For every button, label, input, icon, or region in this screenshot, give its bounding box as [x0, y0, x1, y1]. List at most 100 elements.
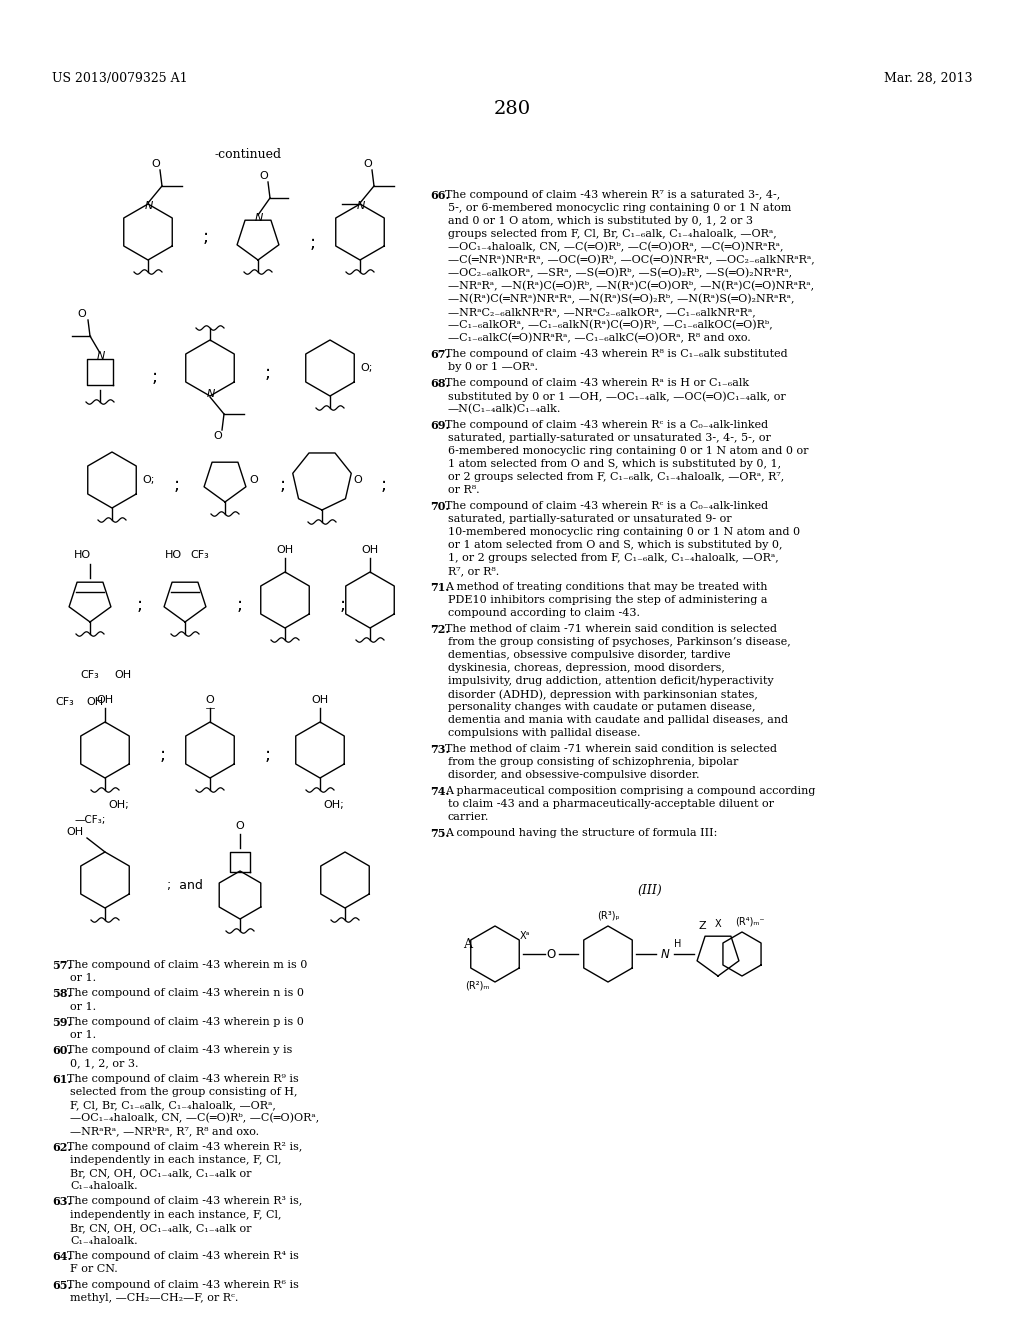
Text: F or CN.: F or CN. — [70, 1265, 118, 1274]
Text: The compound of claim ­43 wherein R⁹ is: The compound of claim ­43 wherein R⁹ is — [67, 1073, 299, 1084]
Text: F, Cl, Br, C₁₋₆alk, C₁₋₄haloalk, —ORᵃ,: F, Cl, Br, C₁₋₆alk, C₁₋₄haloalk, —ORᵃ, — [70, 1100, 275, 1110]
Text: to claim ­43 and a pharmaceutically-acceptable diluent or: to claim ­43 and a pharmaceutically-acce… — [449, 799, 774, 809]
Text: by 0 or 1 —ORᵃ.: by 0 or 1 —ORᵃ. — [449, 362, 538, 372]
Text: A compound having the structure of formula III:: A compound having the structure of formu… — [445, 828, 718, 838]
Text: US 2013/0079325 A1: US 2013/0079325 A1 — [52, 73, 187, 84]
Text: Br, CN, OH, OC₁₋₄alk, C₁₋₄alk or: Br, CN, OH, OC₁₋₄alk, C₁₋₄alk or — [70, 1222, 252, 1233]
Text: disorder, and obsessive-compulsive disorder.: disorder, and obsessive-compulsive disor… — [449, 770, 699, 780]
Text: —N(Rᵃ)C(═NRᵃ)NRᵃRᵃ, —N(Rᵃ)S(═O)₂Rᵇ, —N(Rᵃ)S(═O)₂NRᵃRᵃ,: —N(Rᵃ)C(═NRᵃ)NRᵃRᵃ, —N(Rᵃ)S(═O)₂Rᵇ, —N(R… — [449, 294, 795, 305]
Text: O: O — [236, 821, 245, 832]
Text: The compound of claim ­43 wherein y is: The compound of claim ­43 wherein y is — [67, 1045, 293, 1055]
Text: The compound of claim ­43 wherein R⁴ is: The compound of claim ­43 wherein R⁴ is — [67, 1251, 299, 1261]
Text: A method of treating conditions that may be treated with: A method of treating conditions that may… — [445, 582, 768, 591]
Text: (R⁴)ₘ⁻: (R⁴)ₘ⁻ — [735, 917, 765, 927]
Text: Xᵃ: Xᵃ — [520, 931, 530, 941]
Text: The compound of claim ­43 wherein Rᶜ is a C₀₋₄alk-linked: The compound of claim ­43 wherein Rᶜ is … — [445, 420, 768, 430]
Text: CF₃: CF₃ — [81, 671, 99, 680]
Text: saturated, partially-saturated or unsaturated 9- or: saturated, partially-saturated or unsatu… — [449, 513, 731, 524]
Text: ;: ; — [310, 234, 316, 252]
Text: Br, CN, OH, OC₁₋₄alk, C₁₋₄alk or: Br, CN, OH, OC₁₋₄alk, C₁₋₄alk or — [70, 1168, 252, 1177]
Text: O: O — [214, 432, 222, 441]
Text: substituted by 0 or 1 —OH, —OC₁₋₄alk, —OC(═O)C₁₋₄alk, or: substituted by 0 or 1 —OH, —OC₁₋₄alk, —O… — [449, 391, 785, 401]
Text: ;: ; — [237, 597, 243, 614]
Text: CF₃: CF₃ — [55, 697, 75, 708]
Text: N: N — [255, 213, 263, 223]
Text: 59.: 59. — [52, 1016, 72, 1028]
Text: O: O — [206, 696, 214, 705]
Text: The compound of claim ­43 wherein m is 0: The compound of claim ­43 wherein m is 0 — [67, 960, 307, 970]
Text: 61.: 61. — [52, 1073, 72, 1085]
Text: OH: OH — [96, 696, 114, 705]
Text: The compound of claim ­43 wherein R⁶ is: The compound of claim ­43 wherein R⁶ is — [67, 1279, 299, 1290]
Text: 1 atom selected from O and S, which is substituted by 0, 1,: 1 atom selected from O and S, which is s… — [449, 459, 781, 469]
Text: 60.: 60. — [52, 1045, 72, 1056]
Text: The compound of claim ­43 wherein p is 0: The compound of claim ­43 wherein p is 0 — [67, 1016, 304, 1027]
Text: N: N — [207, 389, 215, 399]
Text: The compound of claim ­43 wherein R⁷ is a saturated 3-, 4-,: The compound of claim ­43 wherein R⁷ is … — [445, 190, 780, 201]
Text: independently in each instance, F, Cl,: independently in each instance, F, Cl, — [70, 1155, 282, 1164]
Text: 65.: 65. — [52, 1279, 72, 1291]
Text: personality changes with caudate or putamen disease,: personality changes with caudate or puta… — [449, 702, 756, 711]
Text: —C(═NRᵃ)NRᵃRᵃ, —OC(═O)Rᵇ, —OC(═O)NRᵃRᵃ, —OC₂₋₆alkNRᵃRᵃ,: —C(═NRᵃ)NRᵃRᵃ, —OC(═O)Rᵇ, —OC(═O)NRᵃRᵃ, … — [449, 255, 815, 265]
Text: The compound of claim ­43 wherein n is 0: The compound of claim ­43 wherein n is 0 — [67, 989, 304, 998]
Text: N: N — [660, 948, 670, 961]
Text: OH: OH — [311, 696, 329, 705]
Text: from the group consisting of psychoses, Parkinson’s disease,: from the group consisting of psychoses, … — [449, 638, 791, 647]
Text: —NRᵃC₂₋₆alkNRᵃRᵃ, —NRᵃC₂₋₆alkORᵃ, —C₁₋₆alkNRᵃRᵃ,: —NRᵃC₂₋₆alkNRᵃRᵃ, —NRᵃC₂₋₆alkORᵃ, —C₁₋₆a… — [449, 308, 756, 317]
Text: O: O — [260, 172, 268, 181]
Text: ;: ; — [160, 746, 166, 764]
Text: The compound of claim ­43 wherein R⁸ is C₁₋₆alk substituted: The compound of claim ­43 wherein R⁸ is … — [445, 348, 787, 359]
Text: A: A — [464, 937, 472, 950]
Text: OH: OH — [276, 545, 294, 554]
Text: ;: ; — [265, 364, 271, 381]
Text: O: O — [152, 158, 161, 169]
Text: The compound of claim ­43 wherein R² is,: The compound of claim ­43 wherein R² is, — [67, 1142, 302, 1151]
Text: 64.: 64. — [52, 1251, 72, 1262]
Text: 72.: 72. — [430, 624, 450, 635]
Text: 0, 1, 2, or 3.: 0, 1, 2, or 3. — [70, 1059, 138, 1068]
Text: The method of claim ­71 wherein said condition is selected: The method of claim ­71 wherein said con… — [445, 624, 777, 634]
Text: 75.: 75. — [430, 828, 450, 840]
Text: ;: ; — [174, 477, 180, 494]
Text: ;  and: ; and — [167, 879, 203, 891]
Text: 69.: 69. — [430, 420, 450, 432]
Text: 1, or 2 groups selected from F, C₁₋₆alk, C₁₋₄haloalk, —ORᵃ,: 1, or 2 groups selected from F, C₁₋₆alk,… — [449, 553, 778, 564]
Text: 10-membered monocyclic ring containing 0 or 1 N atom and 0: 10-membered monocyclic ring containing 0… — [449, 527, 800, 537]
Text: O: O — [78, 309, 86, 319]
Text: —OC₂₋₆alkORᵃ, —SRᵃ, —S(═O)Rᵇ, —S(═O)₂Rᵇ, —S(═O)₂NRᵃRᵃ,: —OC₂₋₆alkORᵃ, —SRᵃ, —S(═O)Rᵇ, —S(═O)₂Rᵇ,… — [449, 268, 793, 279]
Text: OH: OH — [361, 545, 379, 554]
Text: OH;: OH; — [323, 800, 344, 810]
Text: O: O — [547, 948, 556, 961]
Text: or R⁸.: or R⁸. — [449, 484, 479, 495]
Text: 74.: 74. — [430, 785, 450, 797]
Text: ;: ; — [265, 746, 271, 764]
Text: —C₁₋₆alkORᵃ, —C₁₋₆alkN(Rᵃ)C(═O)Rᵇ, —C₁₋₆alkOC(═O)Rᵇ,: —C₁₋₆alkORᵃ, —C₁₋₆alkN(Rᵃ)C(═O)Rᵇ, —C₁₋₆… — [449, 319, 773, 330]
Text: A pharmaceutical composition comprising a compound according: A pharmaceutical composition comprising … — [445, 785, 815, 796]
Text: 71.: 71. — [430, 582, 450, 593]
Text: O;: O; — [360, 363, 373, 374]
Text: from the group consisting of schizophrenia, bipolar: from the group consisting of schizophren… — [449, 756, 738, 767]
Text: dyskinesia, choreas, depression, mood disorders,: dyskinesia, choreas, depression, mood di… — [449, 663, 725, 673]
Text: 70.: 70. — [430, 502, 450, 512]
Text: and 0 or 1 O atom, which is substituted by 0, 1, 2 or 3: and 0 or 1 O atom, which is substituted … — [449, 216, 753, 226]
Text: 63.: 63. — [52, 1196, 72, 1208]
Text: compound according to claim ­43.: compound according to claim ­43. — [449, 609, 640, 618]
Text: 280: 280 — [494, 100, 530, 117]
Text: HO: HO — [74, 550, 90, 560]
Text: or 1 atom selected from O and S, which is substituted by 0,: or 1 atom selected from O and S, which i… — [449, 540, 782, 550]
Text: C₁₋₄haloalk.: C₁₋₄haloalk. — [70, 1181, 137, 1191]
Text: The method of claim ­71 wherein said condition is selected: The method of claim ­71 wherein said con… — [445, 744, 777, 754]
Text: 5-, or 6-membered monocyclic ring containing 0 or 1 N atom: 5-, or 6-membered monocyclic ring contai… — [449, 203, 792, 213]
Text: —OC₁₋₄haloalk, CN, —C(═O)Rᵇ, —C(═O)ORᵃ, —C(═O)NRᵃRᵃ,: —OC₁₋₄haloalk, CN, —C(═O)Rᵇ, —C(═O)ORᵃ, … — [449, 242, 783, 252]
Text: 68.: 68. — [430, 378, 450, 389]
Text: carrier.: carrier. — [449, 812, 489, 822]
Text: N: N — [356, 201, 366, 211]
Text: —NRᵃRᵃ, —N(Rᵃ)C(═O)Rᵇ, —N(Rᵃ)C(═O)ORᵇ, —N(Rᵃ)C(═O)NRᵃRᵃ,: —NRᵃRᵃ, —N(Rᵃ)C(═O)Rᵇ, —N(Rᵃ)C(═O)ORᵇ, —… — [449, 281, 814, 292]
Text: groups selected from F, Cl, Br, C₁₋₆alk, C₁₋₄haloalk, —ORᵃ,: groups selected from F, Cl, Br, C₁₋₆alk,… — [449, 228, 777, 239]
Text: dementia and mania with caudate and pallidal diseases, and: dementia and mania with caudate and pall… — [449, 715, 788, 725]
Text: selected from the group consisting of H,: selected from the group consisting of H, — [70, 1086, 298, 1097]
Text: PDE10 inhibitors comprising the step of administering a: PDE10 inhibitors comprising the step of … — [449, 595, 768, 605]
Text: 66.: 66. — [430, 190, 450, 201]
Text: impulsivity, drug addiction, attention deficit/hyperactivity: impulsivity, drug addiction, attention d… — [449, 676, 773, 686]
Text: O: O — [249, 475, 258, 484]
